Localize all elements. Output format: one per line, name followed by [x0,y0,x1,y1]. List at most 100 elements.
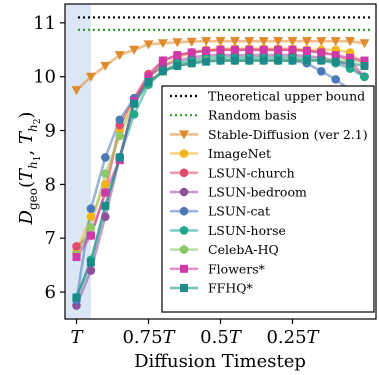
point-1-2 [101,180,110,189]
point-2-0 [72,242,81,251]
point-0-13 [258,37,269,47]
legend-entry-4: LSUN-church [170,165,295,180]
point-0-9 [201,37,212,47]
point-7-7 [173,51,182,60]
point-6-3 [115,131,125,141]
point-1-1 [86,212,96,221]
point-7-18 [331,51,340,60]
legend-entry-8: CelebA-HQ [170,242,279,257]
point-7-9 [202,46,211,55]
point-4-18 [331,75,340,84]
point-0-18 [330,37,341,47]
svg-text:Random basis: Random basis [208,108,297,123]
svg-text:LSUN-church: LSUN-church [208,165,295,180]
legend-entry-1: Random basis [170,108,297,123]
svg-text:CelebA-HQ: CelebA-HQ [208,242,279,257]
point-7-1 [86,231,95,240]
x-tick-label-3: 0.25T [266,327,320,348]
point-8-7 [173,61,182,70]
legend-entry-10: FFHQ* [170,281,253,296]
point-0-16 [301,37,312,47]
y-tick-label-0: 6 [45,282,56,303]
point-8-4 [130,99,139,108]
point-8-2 [101,201,110,210]
point-8-1 [86,258,95,267]
point-7-17 [317,48,326,57]
point-7-20 [360,56,369,65]
point-7-0 [72,253,81,262]
point-3-1 [86,266,96,275]
shaded-region [65,4,91,319]
svg-text:LSUN-horse: LSUN-horse [208,223,286,238]
point-0-12 [244,37,255,47]
point-8-5 [144,78,153,87]
point-5-4 [129,110,139,119]
legend-entry-3: ImageNet [170,146,271,161]
x-tick-label-2: 0.5T [200,327,243,348]
point-7-16 [302,46,311,55]
point-8-20 [360,61,369,70]
point-4-1 [86,204,96,213]
legend-entry-5: LSUN-bedroom [170,185,307,200]
svg-text:LSUN-bedroom: LSUN-bedroom [208,185,307,200]
point-7-13 [259,45,268,54]
point-0-17 [316,37,327,47]
point-6-1 [86,223,96,232]
point-8-17 [317,56,326,65]
point-8-12 [245,56,254,65]
svg-text:Stable-Diffusion (ver 2.1): Stable-Diffusion (ver 2.1) [208,127,368,142]
legend-entry-2: Stable-Diffusion (ver 2.1) [170,127,368,142]
point-0-4 [129,45,140,55]
point-8-9 [202,57,211,66]
point-0-3 [114,51,125,61]
point-8-10 [216,56,225,65]
svg-text:Theoretical upper bound: Theoretical upper bound [208,89,365,104]
y-tick-label-5: 11 [33,13,56,34]
point-8-11 [230,56,239,65]
point-0-10 [215,37,226,47]
point-7-19 [346,53,355,62]
point-6-2 [101,169,110,178]
point-0-2 [100,61,111,71]
legend-entry-0: Theoretical upper bound [170,89,365,104]
point-0-19 [345,37,356,47]
legend: Theoretical upper bound Random basis Stabl… [161,85,375,313]
point-0-11 [229,37,240,47]
point-8-19 [346,59,355,68]
point-0-7 [172,38,183,48]
point-7-5 [144,72,153,81]
point-8-13 [259,56,268,65]
legend-entry-6: LSUN-cat [170,204,270,219]
point-8-16 [302,56,311,65]
point-0-6 [157,39,168,49]
point-0-8 [186,37,197,47]
point-0-14 [273,37,284,47]
point-0-20 [359,39,370,49]
y-tick-label-3: 9 [45,121,56,142]
point-7-2 [101,188,110,197]
svg-text:FFHQ*: FFHQ* [208,281,253,296]
point-0-15 [287,37,298,47]
point-8-8 [187,59,196,68]
svg-text:Flowers*: Flowers* [208,261,266,276]
point-4-2 [101,153,110,162]
point-8-14 [274,56,283,65]
point-7-8 [187,48,196,57]
point-4-3 [115,115,125,125]
svg-text:ImageNet: ImageNet [208,146,271,161]
point-0-0 [71,86,82,96]
point-4-17 [316,67,326,76]
legend-box [161,85,375,313]
point-7-6 [158,56,167,65]
point-7-11 [230,45,239,54]
point-8-0 [72,293,81,302]
point-5-20 [360,72,369,81]
y-tick-label-2: 8 [45,174,56,195]
y-tick-label-4: 10 [33,67,56,88]
point-8-3 [115,153,124,162]
legend-entry-7: LSUN-horse [170,223,286,238]
x-tick-label-1: 0.75T [122,327,176,348]
point-8-18 [331,57,340,66]
svg-text:Dgeo(Th1, Th2): Dgeo(Th1, Th2) [16,112,43,226]
